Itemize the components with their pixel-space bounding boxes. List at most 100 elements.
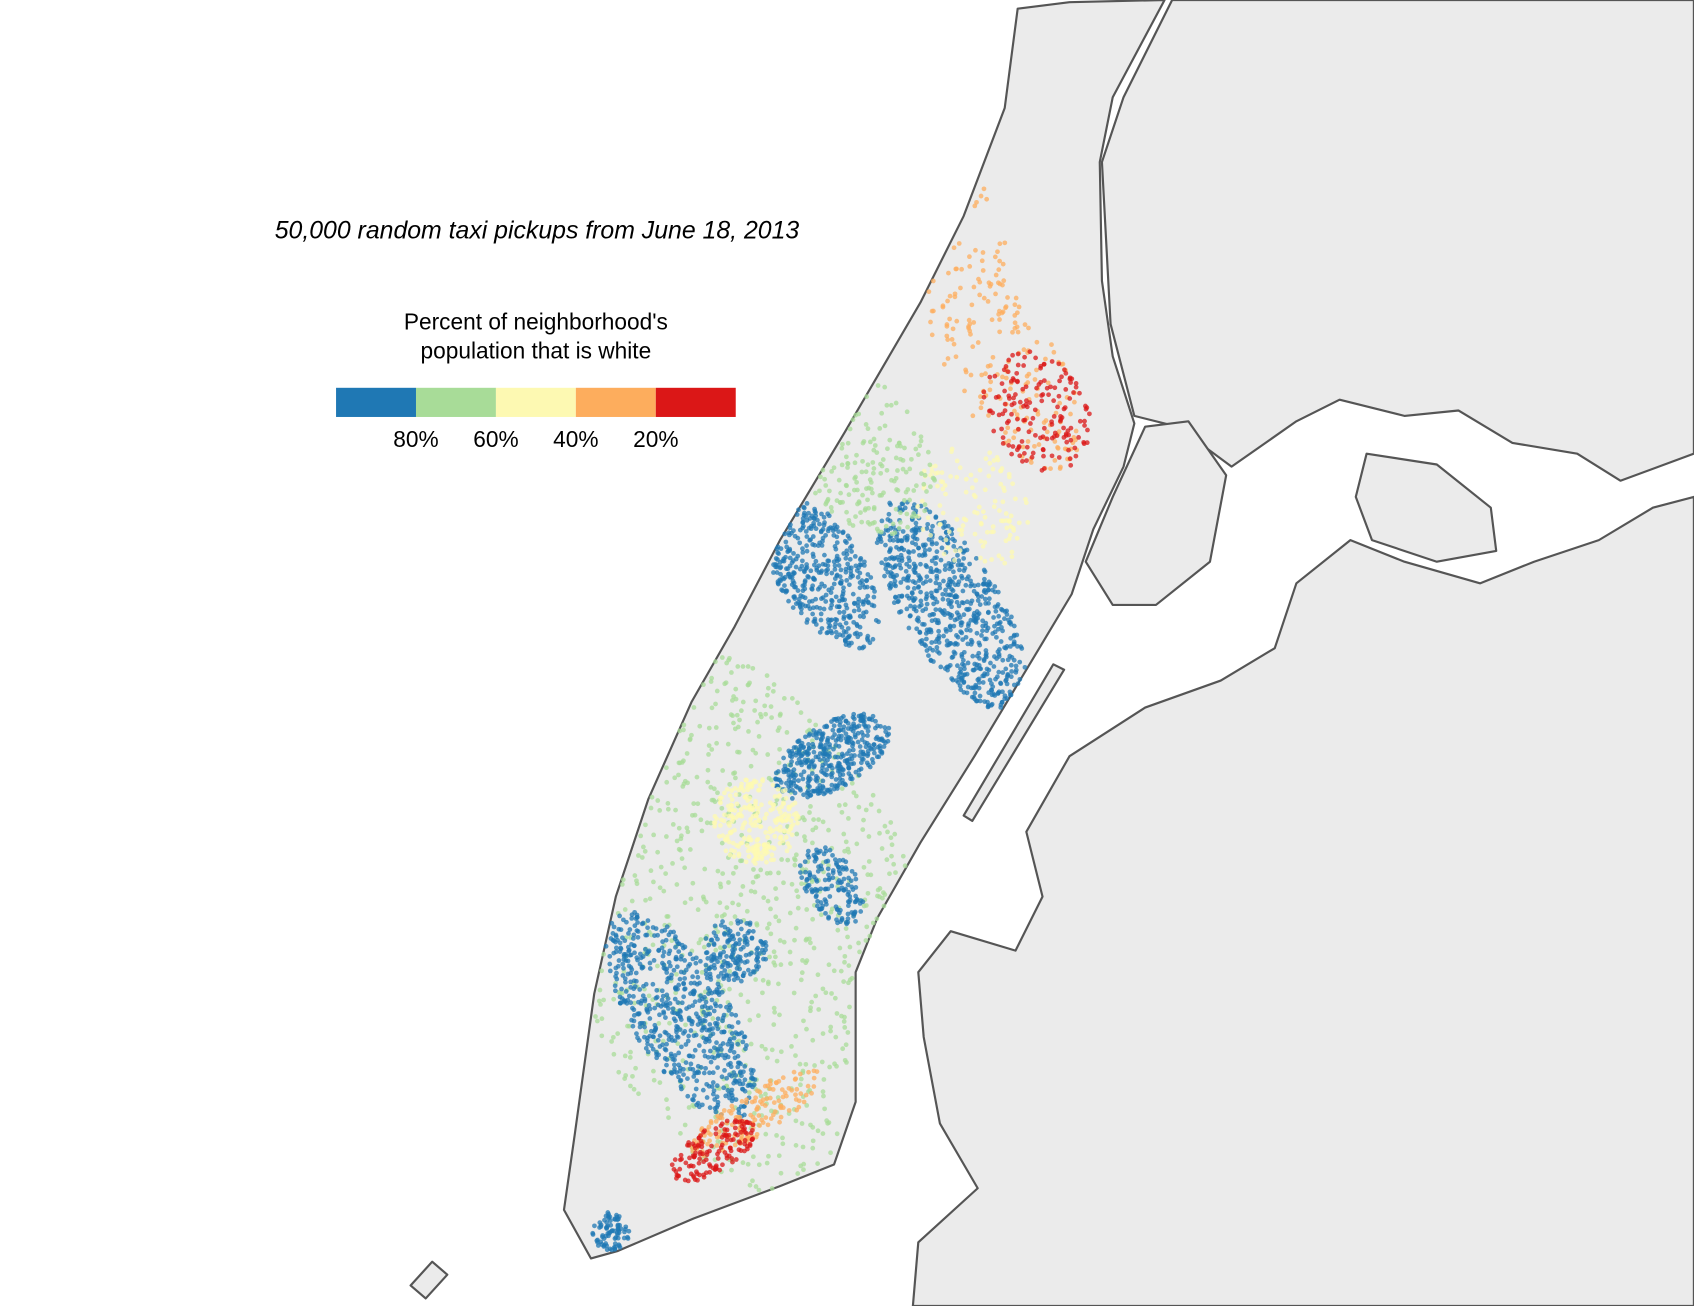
pickup-dot xyxy=(874,540,880,546)
pickup-dot xyxy=(600,1234,605,1240)
pickup-dot xyxy=(995,691,1001,696)
pickup-dot xyxy=(980,680,986,685)
pickup-dot xyxy=(781,755,786,761)
pickup-dot xyxy=(772,794,778,799)
pickup-dot xyxy=(830,870,836,876)
pickup-dot xyxy=(653,926,659,931)
pickup-dot xyxy=(852,910,857,915)
pickup-dot xyxy=(641,1021,647,1026)
pickup-dot xyxy=(820,1031,826,1036)
pickup-dot xyxy=(1022,664,1028,670)
pickup-dot xyxy=(642,996,648,1002)
pickup-dot xyxy=(704,1095,710,1100)
pickup-dot xyxy=(798,977,804,983)
pickup-dot xyxy=(861,903,867,909)
pickup-dot xyxy=(918,434,924,440)
pickup-dot xyxy=(720,962,726,968)
pickup-dot xyxy=(788,762,793,768)
pickup-dot xyxy=(911,511,917,516)
pickup-dot xyxy=(631,994,636,999)
pickup-dot xyxy=(1077,390,1082,396)
pickup-dot xyxy=(802,586,808,592)
pickup-dot xyxy=(1068,437,1074,443)
pickup-dot xyxy=(730,870,736,876)
pickup-dot xyxy=(853,918,858,924)
pickup-dot xyxy=(620,973,626,978)
pickup-dot xyxy=(714,913,720,919)
pickup-dot xyxy=(997,258,1003,264)
pickup-dot xyxy=(963,634,969,640)
pickup-dot xyxy=(724,660,730,666)
pickup-dot xyxy=(666,951,672,957)
pickup-dot xyxy=(798,1082,803,1088)
pickup-dot xyxy=(823,599,829,604)
pickup-dot xyxy=(808,526,814,532)
pickup-dot xyxy=(616,926,622,932)
pickup-dot xyxy=(623,979,628,985)
pickup-dot xyxy=(961,672,966,678)
pickup-dot xyxy=(763,940,768,945)
pickup-dot xyxy=(1004,681,1010,687)
pickup-dot xyxy=(985,363,991,369)
pickup-dot xyxy=(807,875,812,881)
pickup-dot xyxy=(822,877,828,883)
pickup-dot xyxy=(698,958,703,964)
pickup-dot xyxy=(858,555,864,561)
pickup-dot xyxy=(803,760,809,766)
pickup-dot xyxy=(830,852,835,858)
pickup-dot xyxy=(723,1052,729,1058)
pickup-dot xyxy=(1058,464,1063,470)
pickup-dot xyxy=(838,737,844,743)
pickup-dot xyxy=(668,929,673,935)
pickup-dot xyxy=(818,906,824,912)
pickup-dot xyxy=(795,820,800,826)
pickup-dot xyxy=(823,483,829,488)
pickup-dot xyxy=(616,958,622,963)
pickup-dot xyxy=(732,914,738,920)
pickup-dot xyxy=(821,756,827,762)
pickup-dot xyxy=(720,1018,725,1024)
pickup-dot xyxy=(730,943,736,949)
pickup-dot xyxy=(933,471,938,476)
pickup-dot xyxy=(990,354,996,360)
pickup-dot xyxy=(993,395,999,400)
pickup-dot xyxy=(999,556,1005,562)
pickup-dot xyxy=(590,1230,596,1236)
pickup-dot xyxy=(797,1061,803,1067)
pickup-dot xyxy=(858,909,864,914)
pickup-dot xyxy=(709,675,715,681)
pickup-dot xyxy=(1049,453,1055,459)
pickup-dot xyxy=(786,571,792,577)
pickup-dot xyxy=(826,872,831,878)
pickup-dot xyxy=(662,966,668,972)
pickup-dot xyxy=(788,961,793,966)
pickup-dot xyxy=(914,626,920,632)
pickup-dot xyxy=(632,950,637,956)
pickup-dot xyxy=(756,734,762,739)
pickup-dot xyxy=(1034,385,1039,391)
pickup-dot xyxy=(832,732,837,737)
pickup-dot xyxy=(726,813,732,819)
pickup-dot xyxy=(690,1003,696,1008)
pickup-dot xyxy=(831,581,837,587)
pickup-dot xyxy=(834,862,840,867)
pickup-dot xyxy=(716,989,722,995)
pickup-dot xyxy=(737,966,743,972)
pickup-dot xyxy=(724,1155,730,1161)
pickup-dot xyxy=(697,1156,703,1162)
pickup-dot xyxy=(930,475,936,481)
pickup-dot xyxy=(996,651,1002,657)
pickup-dot xyxy=(791,570,797,575)
pickup-dot xyxy=(839,809,845,815)
pickup-dot xyxy=(637,1021,643,1026)
pickup-dot xyxy=(649,794,655,800)
pickup-dot xyxy=(729,1103,735,1109)
pickup-dot xyxy=(664,924,670,930)
pickup-dot xyxy=(1010,329,1015,335)
pickup-dot xyxy=(883,729,889,735)
pickup-dot xyxy=(707,1070,712,1076)
pickup-dot xyxy=(1052,430,1058,436)
pickup-dot xyxy=(1073,437,1078,443)
pickup-dot xyxy=(921,622,927,627)
pickup-dot xyxy=(778,1170,784,1176)
